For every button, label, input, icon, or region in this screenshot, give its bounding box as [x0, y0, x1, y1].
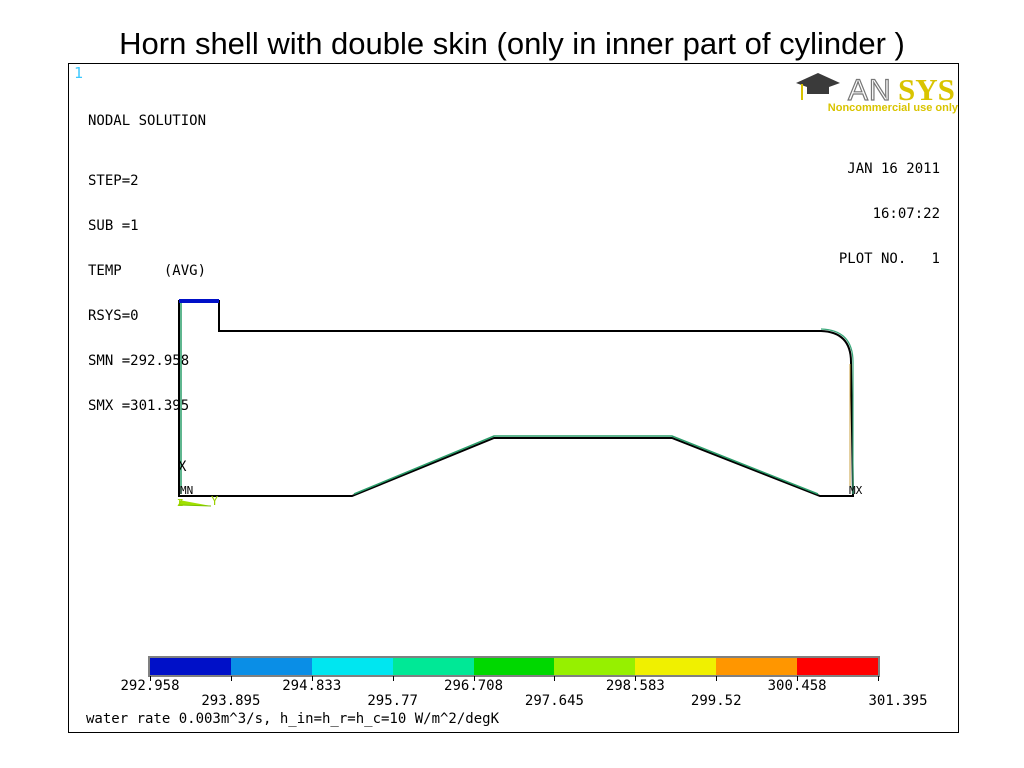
legend-label: 295.77 — [367, 693, 418, 709]
info-step: STEP=2 — [88, 173, 139, 189]
date-block: JAN 16 2011 16:07:22 PLOT NO. 1 — [839, 132, 940, 297]
slide-title: Horn shell with double skin (only in inn… — [119, 26, 905, 61]
legend-label: 298.583 — [605, 678, 665, 694]
legend-tick — [230, 676, 232, 681]
info-rsys: RSYS=0 — [88, 308, 139, 324]
legend-tick — [392, 676, 394, 681]
triad-y-label: Y — [211, 494, 219, 508]
legend-swatch — [797, 658, 879, 675]
logo-sys: SYS — [898, 72, 955, 107]
outer-corner-skin — [820, 328, 854, 494]
coordinate-triad: Y Z — [177, 494, 219, 509]
solution-title: NODAL SOLUTION — [88, 113, 207, 129]
legend-label: 296.708 — [444, 678, 504, 694]
legend-tick — [473, 676, 475, 681]
legend-tick — [878, 676, 879, 681]
footnote: water rate 0.003m^3/s, h_in=h_r=h_c=10 W… — [86, 711, 500, 727]
info-substep: SUB =1 — [88, 218, 139, 234]
plot-number: PLOT NO. 1 — [838, 251, 940, 267]
info-smx: SMX =301.395 — [88, 398, 190, 414]
window-number: 1 — [74, 64, 84, 82]
solution-info: NODAL SOLUTION STEP=2 SUB =1 TEMP (AVG) … — [88, 84, 206, 444]
graduation-cap-icon — [796, 73, 840, 100]
legend-frame — [148, 656, 880, 677]
min-marker: MN — [180, 484, 193, 497]
legend-tick — [635, 676, 637, 681]
legend-label: 297.645 — [524, 693, 584, 709]
outer-shell-outline — [178, 300, 855, 497]
legend-swatch — [716, 658, 798, 675]
legend-tick — [150, 676, 151, 681]
info-temp: TEMP (AVG) — [88, 263, 207, 279]
legend-tick — [554, 676, 556, 681]
inner-skin-ramp — [353, 435, 819, 495]
legend-tick — [716, 676, 718, 681]
logo-subtitle: Noncommercial use only — [827, 102, 958, 114]
x-axis-marker: X — [178, 459, 187, 475]
plot-date: JAN 16 2011 — [847, 161, 940, 177]
legend-label: 294.833 — [282, 678, 342, 694]
legend-swatch — [230, 658, 312, 675]
legend-tick — [311, 676, 313, 681]
plot-time: 16:07:22 — [872, 206, 940, 222]
legend-swatch — [635, 658, 717, 675]
min-temp-strip — [179, 299, 219, 303]
legend-swatch — [473, 658, 555, 675]
max-marker: MX — [849, 484, 863, 497]
plot-window: 1 NODAL SOLUTION STEP=2 SUB =1 TEMP (AVG… — [68, 63, 959, 733]
legend-label: 292.958 — [120, 678, 180, 694]
triad-z-label: Z — [177, 498, 183, 509]
legend-label: 293.895 — [201, 693, 261, 709]
legend-label: 301.395 — [868, 693, 928, 709]
legend-swatch — [311, 658, 393, 675]
logo-an: AN — [848, 74, 892, 107]
color-legend — [150, 658, 879, 675]
legend-swatch — [150, 658, 231, 675]
legend-label: 300.458 — [767, 678, 827, 694]
model-geometry: X MN MX Y Z — [177, 299, 863, 509]
legend-label: 299.52 — [690, 693, 742, 709]
legend-swatch — [554, 658, 636, 675]
ansys-logo: AN SYS — [796, 72, 955, 108]
legend-swatch — [392, 658, 474, 675]
legend-tick — [797, 676, 799, 681]
info-smn: SMN =292.958 — [88, 353, 190, 369]
